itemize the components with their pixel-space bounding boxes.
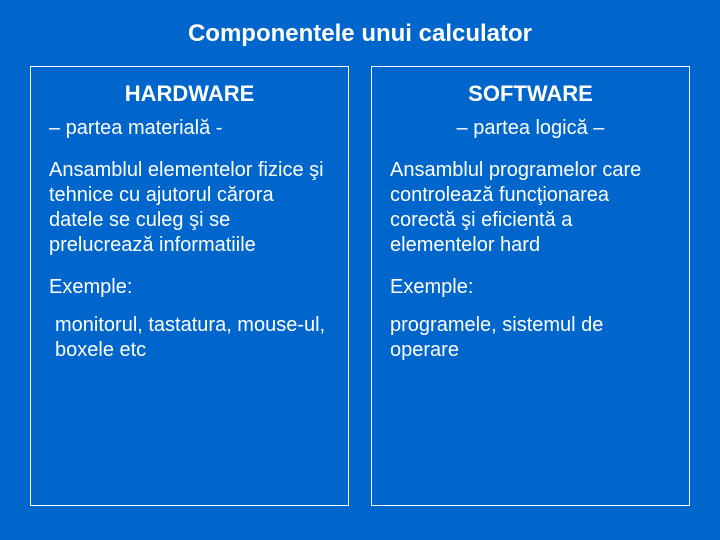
software-examples-label: Exemple: <box>390 276 671 299</box>
slide: Componentele unui calculator HARDWARE – … <box>0 0 720 540</box>
columns: HARDWARE – partea materială - Ansamblul … <box>30 66 690 506</box>
hardware-examples: monitorul, tastatura, mouse-ul, boxele e… <box>49 313 330 363</box>
hardware-subtitle: – partea materială - <box>49 117 330 140</box>
hardware-heading: HARDWARE <box>49 81 330 107</box>
hardware-examples-label: Exemple: <box>49 276 330 299</box>
panel-software: SOFTWARE – partea logică – Ansamblul pro… <box>371 66 690 506</box>
slide-title: Componentele unui calculator <box>90 20 630 48</box>
panel-hardware: HARDWARE – partea materială - Ansamblul … <box>30 66 349 506</box>
hardware-body: Ansamblul elementelor fizice şi tehnice … <box>49 158 330 258</box>
software-heading: SOFTWARE <box>390 81 671 107</box>
software-subtitle: – partea logică – <box>390 117 671 140</box>
software-examples: programele, sistemul de operare <box>390 313 671 363</box>
software-body: Ansamblul programelor care controlează f… <box>390 158 671 258</box>
